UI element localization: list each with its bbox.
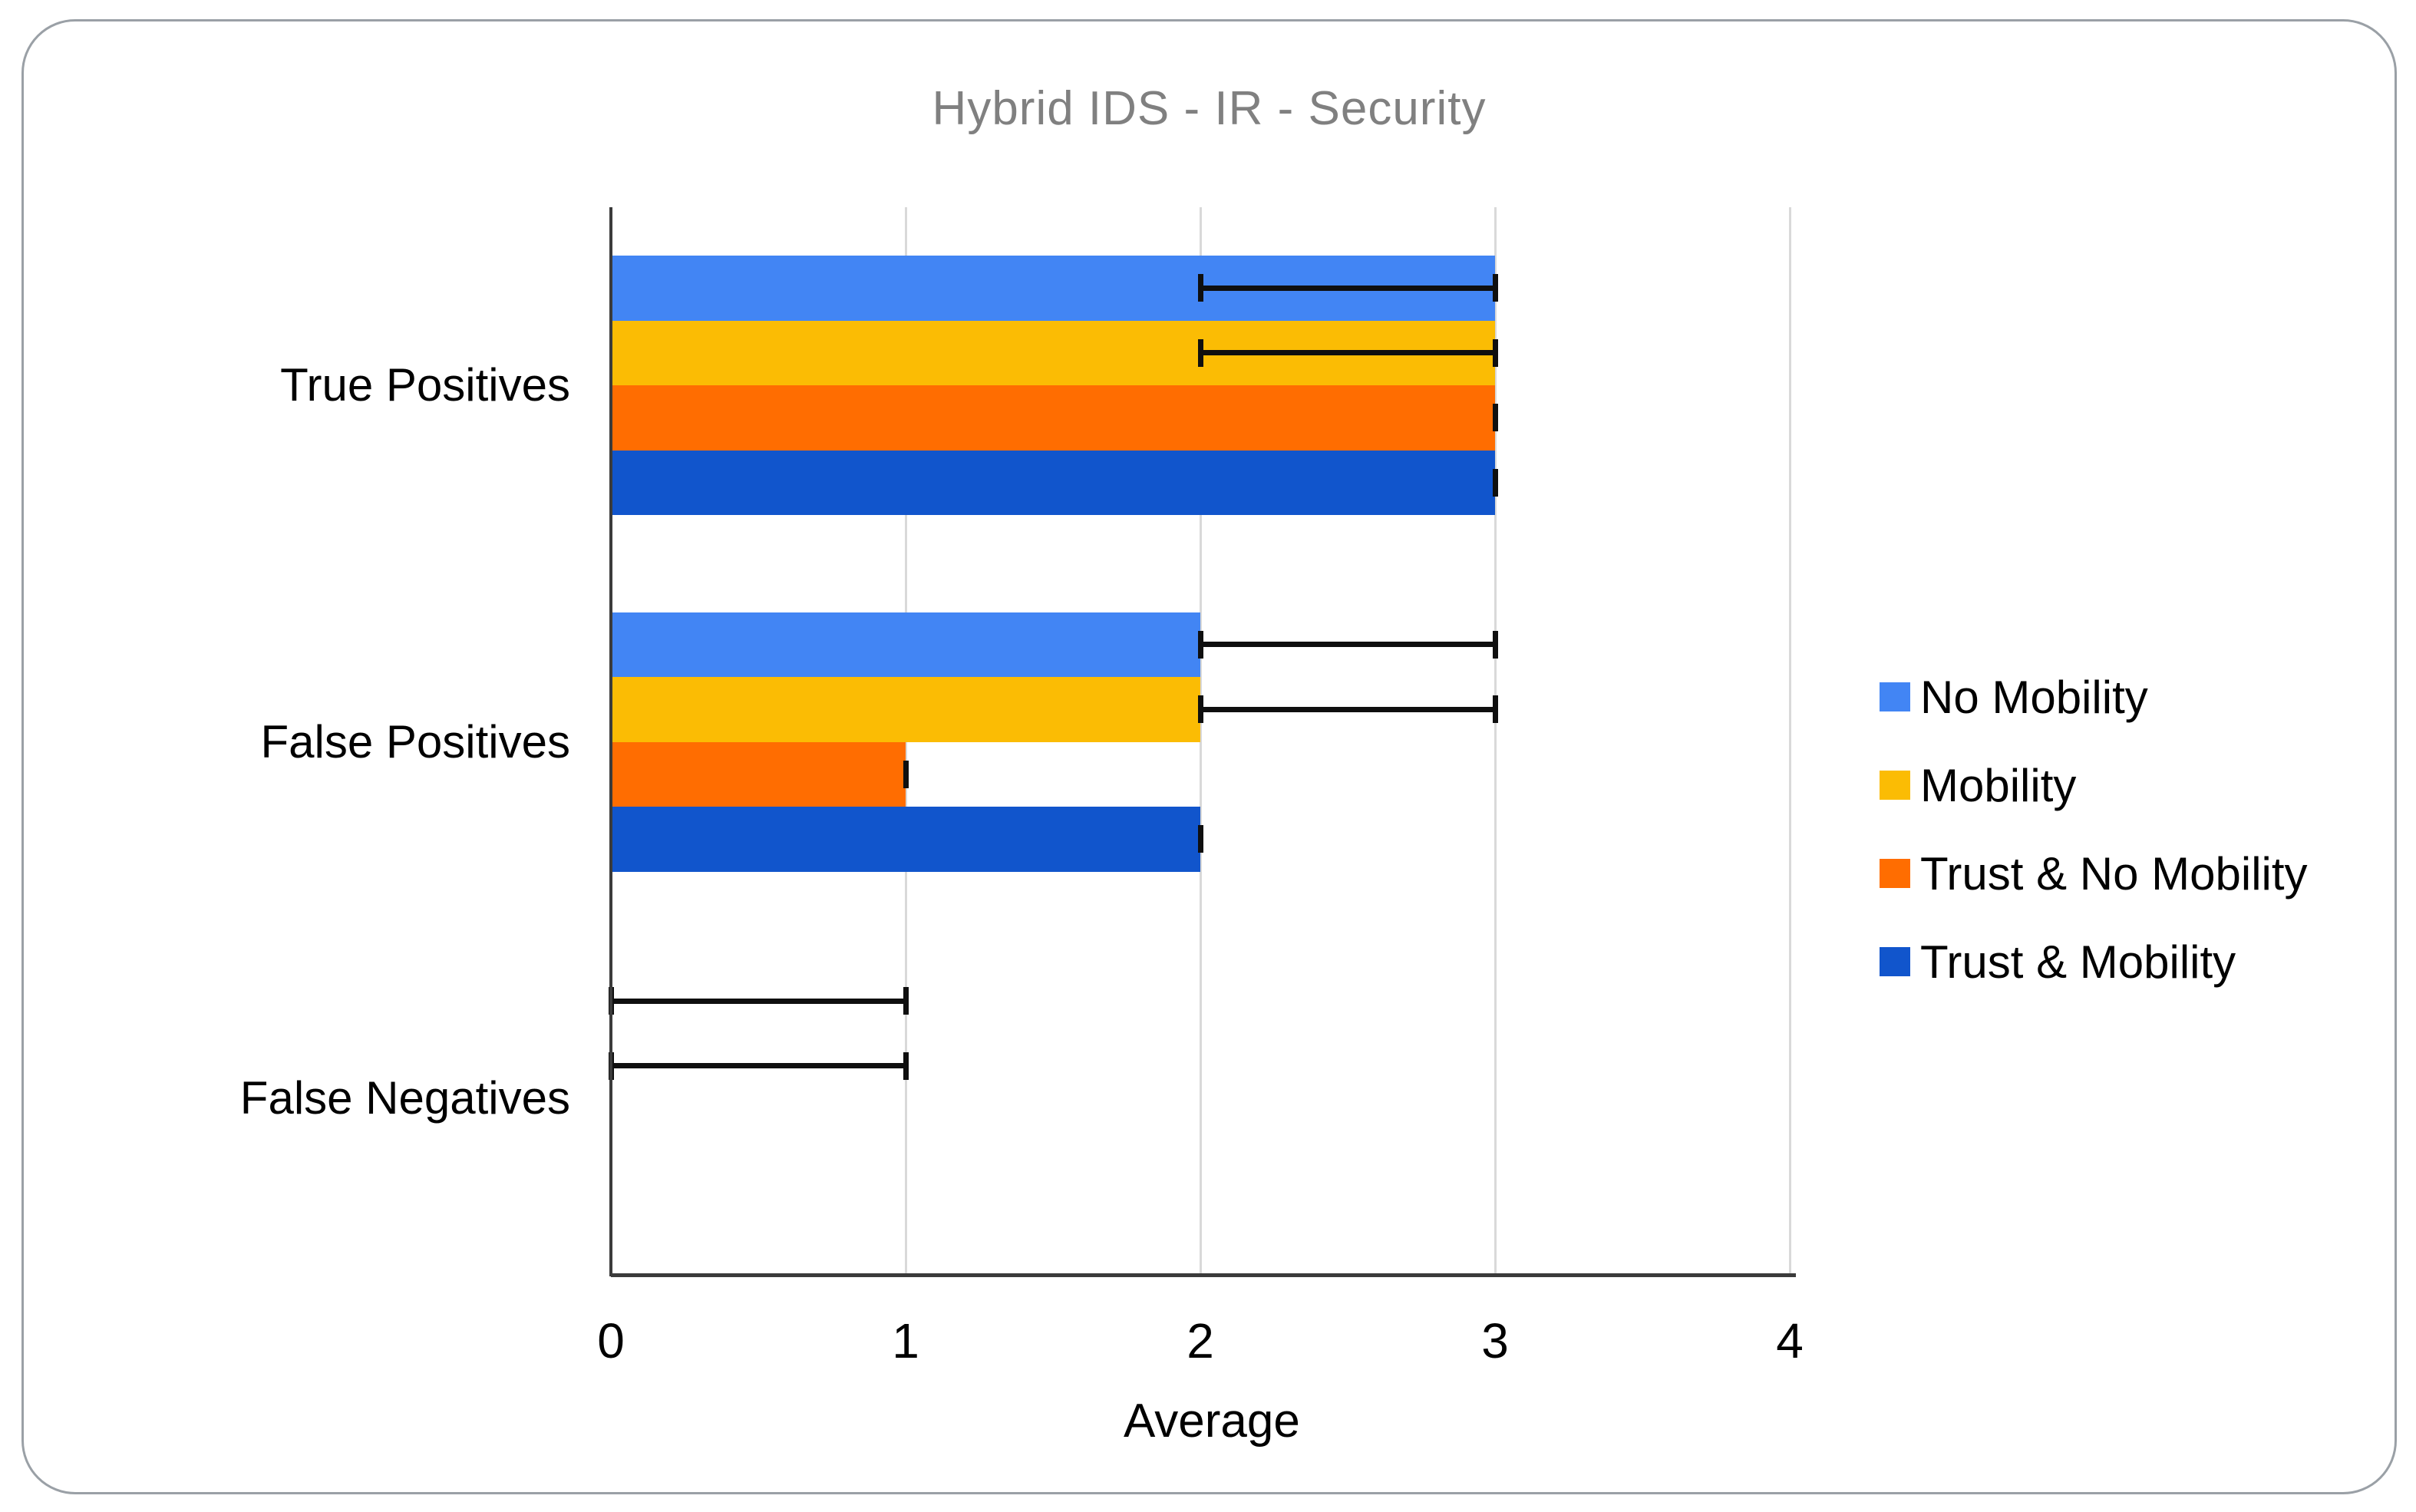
error-whisker xyxy=(1200,642,1495,648)
bar xyxy=(611,677,1200,742)
error-cap xyxy=(1492,468,1498,497)
error-whisker xyxy=(1200,285,1495,291)
x-tick-label: 3 xyxy=(1481,1313,1509,1368)
chart-card: Hybrid IDS - IR - Security True Positive… xyxy=(21,19,2397,1494)
gridline xyxy=(1493,207,1497,1276)
error-whisker xyxy=(611,998,906,1004)
gridline xyxy=(1199,207,1202,1276)
y-axis-line xyxy=(609,207,612,1276)
chart-title: Hybrid IDS - IR - Security xyxy=(932,82,1487,135)
category-label: False Negatives xyxy=(239,1071,570,1124)
x-tick-label: 2 xyxy=(1187,1313,1214,1368)
legend-swatch xyxy=(1880,947,1910,976)
legend-item: Mobility xyxy=(1880,758,2308,812)
legend-item: No Mobility xyxy=(1880,670,2308,724)
error-cap xyxy=(1197,825,1203,853)
error-cap xyxy=(1492,404,1498,432)
legend-item: Trust & No Mobility xyxy=(1880,847,2308,900)
legend-label: Mobility xyxy=(1920,759,2077,811)
bar xyxy=(611,385,1495,451)
gridline xyxy=(1788,207,1791,1276)
legend-label: Trust & Mobility xyxy=(1920,936,2236,988)
error-cap xyxy=(1492,630,1498,659)
error-cap xyxy=(1492,338,1498,367)
plot-area xyxy=(608,207,1791,1276)
error-whisker xyxy=(611,1063,906,1069)
category-label: True Positives xyxy=(280,359,570,411)
error-cap xyxy=(1197,630,1203,659)
x-axis-title: Average xyxy=(1124,1395,1300,1448)
error-cap xyxy=(1197,274,1203,302)
x-tick-label: 4 xyxy=(1776,1313,1804,1368)
legend-item: Trust & Mobility xyxy=(1880,935,2308,989)
error-cap xyxy=(903,1051,909,1080)
category-label: False Positives xyxy=(260,715,570,768)
error-cap xyxy=(1492,274,1498,302)
error-whisker xyxy=(1200,350,1495,356)
error-cap xyxy=(903,760,909,788)
bar xyxy=(611,741,906,807)
error-cap xyxy=(1492,695,1498,724)
bar xyxy=(611,450,1495,516)
error-whisker xyxy=(1200,706,1495,712)
x-tick-label: 1 xyxy=(892,1313,919,1368)
legend-label: Trust & No Mobility xyxy=(1920,847,2308,900)
bar xyxy=(611,807,1200,872)
legend-swatch xyxy=(1880,859,1910,888)
error-cap xyxy=(1197,695,1203,724)
legend-label: No Mobility xyxy=(1920,671,2148,723)
legend: No Mobility Mobility Trust & No Mobility Tr… xyxy=(1880,670,2308,989)
error-cap xyxy=(1197,338,1203,367)
error-cap xyxy=(903,987,909,1015)
legend-swatch xyxy=(1880,682,1910,711)
bar xyxy=(611,612,1200,677)
legend-swatch xyxy=(1880,771,1910,800)
gridline xyxy=(904,207,907,1276)
x-axis-line xyxy=(611,1273,1796,1277)
x-tick-label: 0 xyxy=(597,1313,625,1368)
